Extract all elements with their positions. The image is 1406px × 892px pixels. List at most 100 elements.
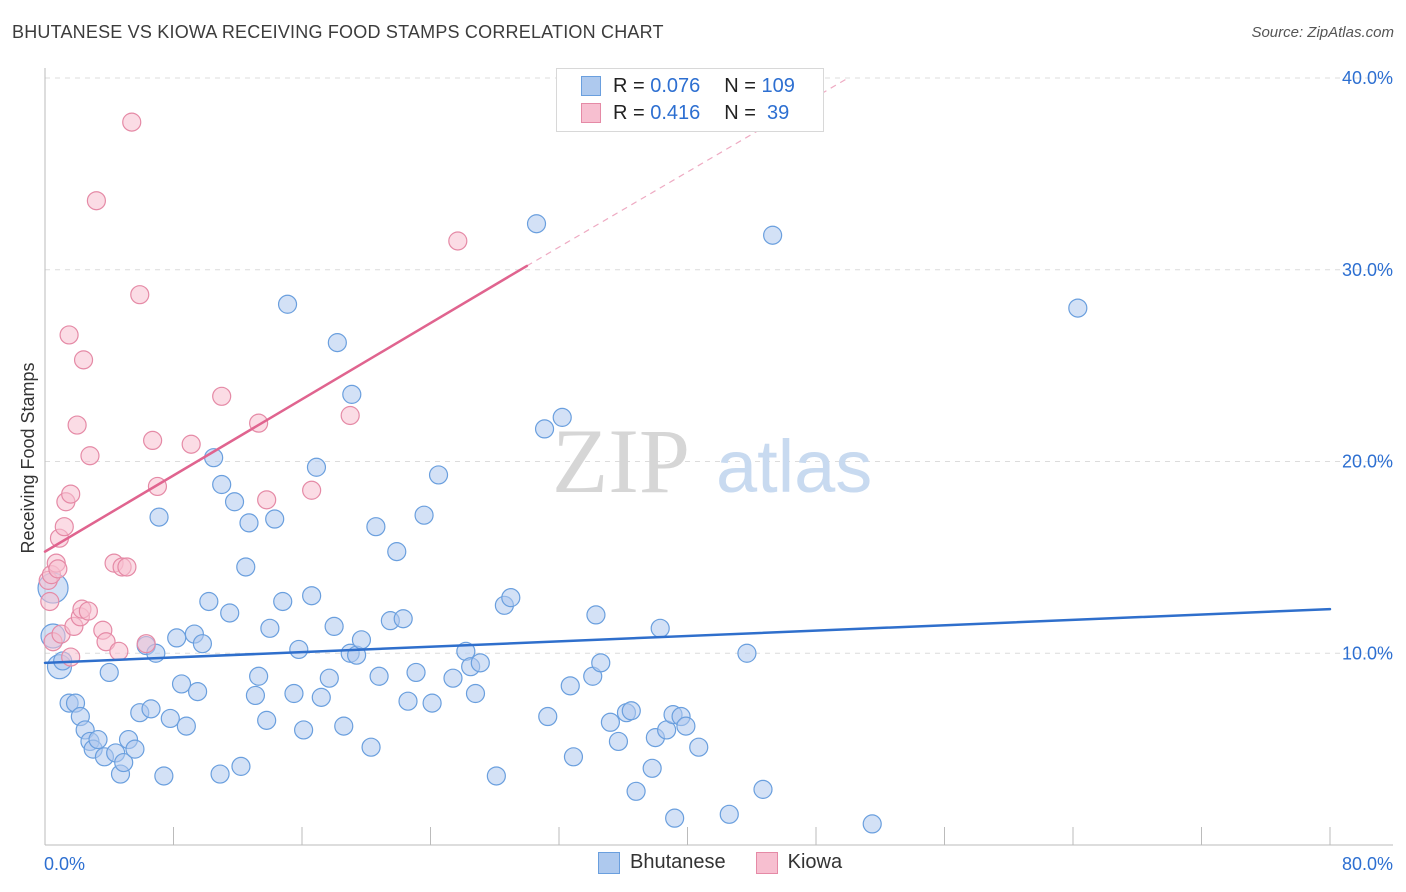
bhutanese-point	[486, 766, 506, 786]
bhutanese-point	[753, 779, 773, 799]
series-kiowa	[38, 112, 468, 667]
kiowa-point	[80, 446, 100, 466]
x-tick-label-min: 0.0%	[44, 854, 85, 874]
bhutanese-point	[99, 662, 119, 683]
bhutanese-point	[245, 685, 266, 706]
bhutanese-point	[642, 758, 662, 778]
bhutanese-point	[465, 683, 486, 704]
kiowa-point	[67, 415, 87, 435]
bhutanese-point	[273, 591, 293, 612]
kiowa-point	[86, 191, 107, 211]
kiowa-point	[96, 632, 116, 652]
bhutanese-point	[319, 668, 339, 688]
series-bhutanese	[37, 214, 1088, 834]
bhutanese-point	[284, 683, 304, 704]
bhutanese-point	[249, 666, 269, 686]
bhutanese-point	[393, 609, 413, 629]
bhutanese-point	[428, 465, 449, 485]
bhutanese-point	[560, 676, 580, 696]
bhutanese-point	[563, 747, 584, 767]
bhutanese-point	[289, 639, 309, 660]
y-tick-label: 40.0%	[1342, 68, 1393, 88]
points-layer	[37, 112, 1088, 834]
bhutanese-point	[366, 517, 386, 537]
bhutanese-point	[334, 716, 354, 736]
bhutanese-point	[302, 586, 322, 606]
bhutanese-point	[306, 457, 327, 477]
bhutanese-point	[650, 618, 670, 638]
bhutanese-point	[114, 752, 134, 773]
n-value: 39	[761, 101, 790, 124]
bhutanese-point	[342, 384, 362, 404]
bhutanese-point	[501, 588, 521, 608]
bhutanese-point	[398, 691, 418, 711]
kiowa-point	[143, 430, 163, 451]
r-value: 0.076	[650, 74, 701, 97]
stats-row-bhutanese: R = 0.076 N = 109	[581, 73, 795, 99]
bhutanese-point	[125, 739, 145, 759]
kiowa-point	[448, 231, 468, 251]
bhutanese-point	[171, 674, 192, 694]
bhutanese-point	[689, 737, 709, 757]
bhutanese-point	[265, 509, 285, 529]
bhutanese-point	[239, 513, 259, 533]
kiowa-point	[136, 634, 156, 654]
bhutanese-point	[665, 808, 685, 828]
bhutanese-point	[737, 643, 757, 663]
bhutanese-point	[414, 505, 434, 525]
bhutanese-point	[311, 687, 331, 707]
kiowa-point	[109, 641, 129, 661]
bhutanese-point	[591, 653, 611, 673]
bhutanese-point	[236, 557, 256, 577]
kiowa-trend-line	[43, 264, 529, 553]
bhutanese-point	[260, 618, 280, 638]
n-label: N =	[724, 74, 762, 97]
bhutanese-point	[443, 668, 463, 688]
legend-label-kiowa: Kiowa	[787, 851, 843, 873]
bhutanese-point	[621, 701, 641, 721]
kiowa-swatch	[581, 103, 601, 123]
watermark-zip: ZIP	[552, 410, 690, 512]
bhutanese-point	[224, 492, 245, 512]
legend-label-bhutanese: Bhutanese	[630, 851, 726, 873]
stats-row-kiowa: R = 0.416 N = 39	[581, 100, 789, 126]
bhutanese-point	[552, 407, 572, 427]
n-value: 109	[761, 74, 795, 97]
y-axis-label: Receiving Food Stamps	[18, 362, 38, 553]
bhutanese-point	[719, 804, 739, 824]
bhutanese-point	[192, 634, 213, 654]
kiowa-point	[130, 285, 150, 305]
bhutanese-point	[676, 716, 696, 736]
bhutanese-point	[324, 616, 344, 637]
bhutanese-point	[534, 419, 555, 439]
r-label: R =	[613, 74, 651, 97]
axis-layer: 10.0% 20.0% 30.0% 40.0%	[44, 68, 1393, 846]
kiowa-point	[40, 591, 60, 612]
bhutanese-point	[212, 474, 232, 495]
bhutanese-point	[187, 681, 208, 702]
bhutanese-point	[361, 737, 381, 757]
bhutanese-point	[257, 710, 277, 730]
kiowa-point	[117, 557, 137, 577]
kiowa-legend-swatch	[755, 851, 778, 874]
legend-item-kiowa[interactable]: Kiowa	[755, 851, 843, 874]
bhutanese-point	[1068, 298, 1088, 318]
kiowa-point	[73, 350, 94, 370]
bhutanese-trend-line	[43, 607, 1332, 665]
r-value: 0.416	[650, 101, 701, 124]
bhutanese-point	[294, 720, 314, 740]
bhutanese-point	[862, 814, 882, 834]
bhutanese-point	[608, 731, 629, 752]
bhutanese-point	[369, 666, 389, 686]
bhutanese-point	[327, 333, 347, 353]
bhutanese-point	[277, 294, 298, 314]
watermark-atlas: atlas	[716, 425, 872, 508]
bhutanese-point	[167, 628, 187, 648]
bhutanese-point	[422, 693, 442, 713]
bhutanese-point	[626, 781, 646, 801]
legend-item-bhutanese[interactable]: Bhutanese	[598, 851, 726, 874]
kiowa-point	[61, 484, 81, 504]
chart-title: BHUTANESE VS KIOWA RECEIVING FOOD STAMPS…	[12, 22, 664, 42]
bhutanese-point	[160, 708, 180, 729]
kiowa-point	[212, 386, 232, 406]
